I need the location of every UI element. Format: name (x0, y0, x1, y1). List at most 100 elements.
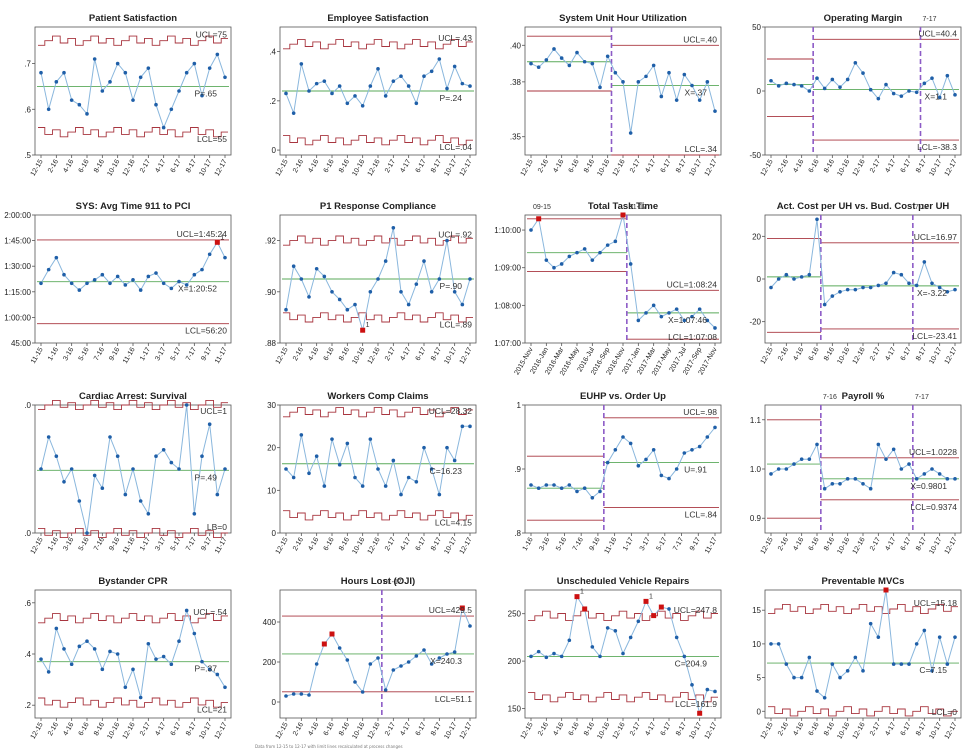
y-tick-label: .88 (265, 339, 277, 348)
data-point (169, 662, 174, 667)
x-tick-label: 1-17 (622, 536, 635, 552)
x-tick-label: 12-16 (122, 158, 137, 177)
data-point (437, 57, 442, 61)
y-tick-label: 0 (757, 275, 762, 284)
y-tick-label: 15 (752, 606, 761, 615)
lcl-label: LCL=.84 (685, 509, 718, 519)
x-tick-label: 4-17 (399, 536, 412, 552)
data-point (353, 475, 357, 480)
data-point (85, 639, 89, 643)
y-tick-label: .38 (510, 78, 522, 87)
data-point (682, 72, 687, 77)
lcl-label: LCL=21 (197, 705, 227, 715)
data-point (368, 290, 373, 294)
x-tick-label: 3-16 (62, 346, 75, 362)
data-point (383, 94, 388, 98)
x-tick-label: 5-16 (78, 346, 91, 362)
data-point (799, 457, 804, 461)
data-point (215, 492, 220, 497)
data-point (690, 448, 694, 452)
data-point (807, 272, 812, 277)
data-point (559, 654, 564, 659)
data-point (422, 74, 426, 79)
data-point (598, 489, 602, 494)
y-tick-label: 0 (272, 146, 277, 155)
data-point (123, 283, 128, 287)
data-point (690, 83, 694, 88)
data-point (337, 84, 342, 88)
data-point (876, 442, 881, 447)
x-tick-label: 6-17 (900, 346, 913, 362)
data-point (108, 281, 112, 286)
x-tick-label: 8-17 (430, 346, 443, 362)
x-tick-label: 8-17 (915, 158, 928, 174)
y-tick-label: .9 (514, 465, 521, 474)
center-label: X=1:20:52 (178, 284, 217, 294)
chart-title: SYS: Avg Time 911 to PCI (76, 201, 191, 212)
control-chart-14: Hours Lost (OJI) 0 200 400 12-15 2-16 4-16 6-16… (250, 568, 490, 753)
chart-svg: SYS: Avg Time 911 to PCI 45:00 1:00:00 1:15… (4, 201, 232, 365)
lcl-label: LCL=0 (932, 707, 958, 717)
data-point (330, 290, 334, 294)
x-tick-label: 10-16 (836, 536, 851, 555)
x-tick-label: 2-17 (384, 346, 397, 362)
data-point (299, 692, 304, 696)
y-tick-label: 200 (263, 658, 277, 667)
data-point (299, 433, 304, 437)
x-tick-label: 8-16 (823, 346, 836, 362)
x-tick-label: 2-16 (537, 158, 550, 174)
data-point (383, 484, 388, 488)
data-point (651, 63, 656, 68)
data-point (200, 93, 204, 98)
x-tick-label: 6-17 (900, 158, 913, 174)
x-tick-label: 8-16 (823, 158, 836, 174)
x-tick-label: 10-17 (443, 346, 458, 365)
data-point (108, 649, 112, 654)
data-point (422, 445, 426, 450)
data-point (853, 655, 858, 660)
data-point (674, 635, 679, 640)
ucl-line (768, 603, 958, 615)
data-point (628, 262, 633, 266)
data-point (314, 662, 319, 666)
data-point (414, 101, 419, 106)
x-tick-label: 8-17 (430, 536, 443, 552)
data-point (108, 80, 112, 84)
y-tick-label: 0 (757, 707, 762, 716)
x-tick-label: 9-17 (689, 536, 702, 552)
data-point (69, 662, 74, 667)
x-tick-label: 4-16 (792, 536, 805, 552)
data-point (552, 651, 556, 656)
ucl-label: UCL=15.18 (914, 598, 958, 608)
data-point (937, 95, 942, 100)
flag-label: 1 (649, 593, 653, 600)
x-tick-label: 1-17 (139, 346, 152, 362)
data-point (582, 486, 587, 490)
x-tick-label: 3-17 (154, 346, 167, 362)
x-tick-label: 10-17 (928, 346, 943, 365)
phase-label: 09-15 (533, 204, 551, 211)
data-point (314, 454, 319, 458)
data-point (215, 672, 220, 677)
data-point (223, 685, 227, 690)
x-tick-label: 2-17 (384, 721, 397, 737)
ucl-label: UCL=.92 (438, 230, 472, 240)
data-point (776, 277, 781, 281)
data-point (705, 687, 710, 692)
ucl-line (528, 610, 718, 621)
x-tick-label: 12-16 (852, 536, 867, 555)
x-tick-label: 10-17 (198, 721, 213, 740)
data-point (945, 662, 950, 666)
data-point (169, 286, 174, 291)
flag-label: 1 (580, 589, 584, 596)
x-tick-label: 10-16 (106, 158, 121, 177)
data-point (85, 112, 89, 116)
data-point (184, 608, 189, 613)
chart-title: Preventable MVCs (822, 576, 905, 587)
data-point (429, 467, 434, 471)
data-point (682, 318, 687, 323)
data-point (284, 467, 288, 471)
x-tick-label: 12-15 (760, 536, 775, 555)
x-tick-label: 12-16 (852, 721, 867, 740)
